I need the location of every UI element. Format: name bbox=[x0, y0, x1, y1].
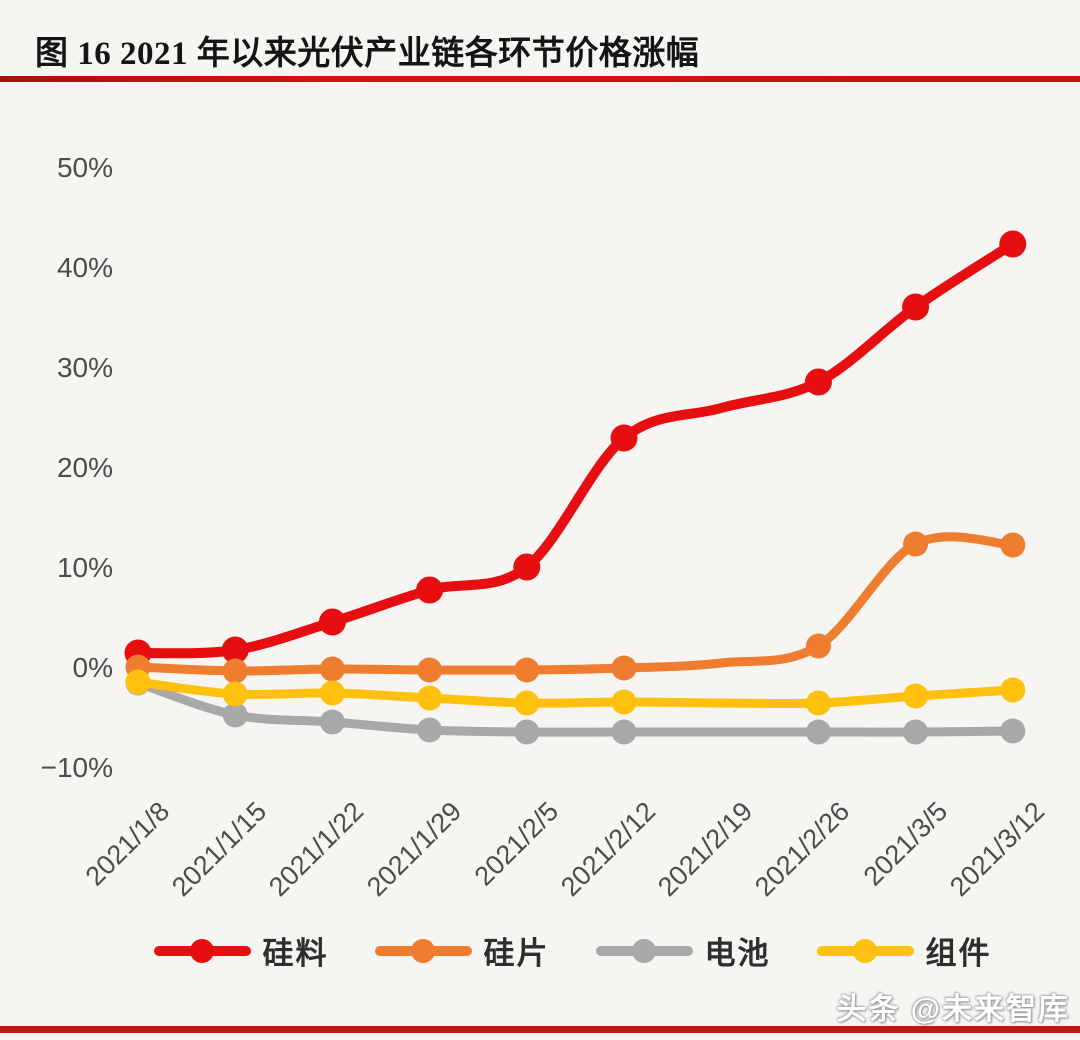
data-point-marker bbox=[417, 685, 443, 711]
watermark-text: 头条 @未来智库 bbox=[836, 993, 1070, 1026]
data-point-marker bbox=[319, 680, 345, 706]
line-chart: 50% 40% 30% 20% 10% 0% −10% 2021/1/8 2021/1/15 2… bbox=[0, 90, 1080, 1020]
data-point-marker bbox=[417, 657, 443, 683]
legend-marker-icon bbox=[632, 938, 656, 963]
data-point-marker bbox=[1000, 532, 1026, 558]
data-point-marker bbox=[222, 658, 248, 684]
legend-label: 硅片 bbox=[483, 936, 550, 971]
data-point-marker bbox=[417, 717, 443, 743]
data-point-marker bbox=[221, 636, 249, 664]
data-point-marker bbox=[513, 553, 541, 581]
y-tick-label: 40% bbox=[56, 252, 113, 283]
series-line-1 bbox=[133, 532, 1018, 676]
data-point-marker bbox=[319, 709, 345, 735]
data-point-marker bbox=[805, 719, 831, 745]
legend-swatch bbox=[374, 938, 472, 963]
data-point-marker bbox=[514, 657, 540, 683]
series-line-3 bbox=[133, 677, 1018, 709]
legend-item-2: 电池 bbox=[595, 928, 771, 973]
legend-item-0: 硅料 bbox=[153, 928, 329, 973]
legend-marker-icon bbox=[853, 938, 877, 963]
page-title: 图 16 2021 年以来光伏产业链各环节价格涨幅 bbox=[35, 36, 700, 72]
data-point-marker bbox=[611, 719, 637, 745]
y-tick-label: 30% bbox=[56, 352, 113, 383]
data-point-marker bbox=[611, 689, 637, 715]
data-point-marker bbox=[903, 683, 929, 709]
legend-item-1: 硅片 bbox=[374, 928, 550, 973]
legend-item-3: 组件 bbox=[816, 928, 992, 973]
bottom-divider-rule bbox=[0, 1026, 1080, 1033]
legend-marker-icon bbox=[411, 938, 435, 963]
chart-legend: 硅料 硅片 电池 组件 bbox=[65, 928, 1080, 973]
data-point-marker bbox=[1000, 677, 1026, 703]
legend-marker-icon bbox=[190, 938, 214, 963]
data-point-marker bbox=[903, 719, 929, 745]
legend-label: 电池 bbox=[704, 936, 771, 971]
data-point-marker bbox=[805, 690, 831, 716]
y-tick-label: 10% bbox=[56, 552, 113, 583]
data-point-marker bbox=[514, 690, 540, 716]
data-point-marker bbox=[902, 293, 930, 321]
legend-swatch bbox=[153, 938, 251, 963]
title-divider-rule bbox=[0, 76, 1080, 82]
data-point-marker bbox=[805, 633, 831, 659]
data-point-marker bbox=[514, 719, 540, 745]
data-point-marker bbox=[222, 681, 248, 707]
legend-label: 组件 bbox=[925, 936, 992, 971]
series-line-0 bbox=[133, 239, 1018, 659]
data-point-marker bbox=[319, 656, 345, 682]
data-point-marker bbox=[903, 531, 929, 557]
data-point-marker bbox=[804, 368, 832, 396]
y-tick-label: 0% bbox=[72, 652, 113, 683]
legend-swatch bbox=[595, 938, 693, 963]
data-point-marker bbox=[999, 230, 1027, 258]
legend-label: 硅料 bbox=[262, 936, 329, 971]
y-tick-label: 50% bbox=[56, 152, 113, 183]
y-tick-label: −10% bbox=[40, 752, 113, 783]
y-tick-label: 20% bbox=[56, 452, 113, 483]
series-line-2 bbox=[133, 678, 1018, 737]
data-point-marker bbox=[610, 424, 638, 452]
data-point-marker bbox=[1000, 718, 1026, 744]
legend-swatch bbox=[816, 938, 914, 963]
data-point-marker bbox=[611, 655, 637, 681]
data-point-marker bbox=[416, 576, 444, 604]
data-point-marker bbox=[125, 669, 151, 695]
data-point-marker bbox=[222, 702, 248, 728]
data-point-marker bbox=[318, 608, 346, 636]
